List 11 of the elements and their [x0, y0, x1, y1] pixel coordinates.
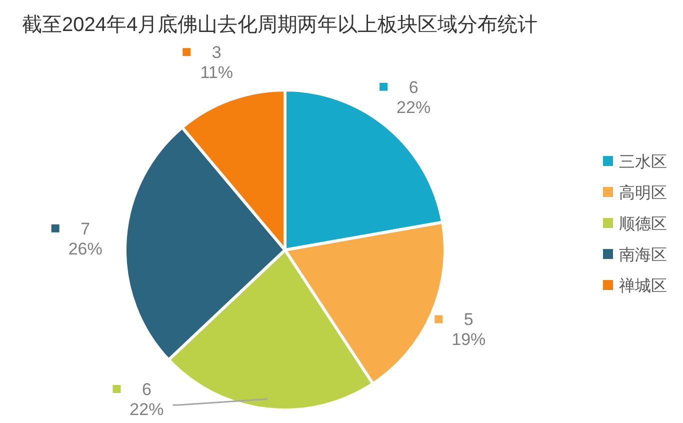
legend-label: 禅城区: [619, 277, 667, 295]
data-label: 6 22%: [396, 78, 431, 117]
title: 截至2024年4月底佛山去化周期两年以上板块区域分布统计: [22, 14, 538, 36]
data-label: 7 26%: [68, 219, 102, 258]
legend-label: 顺德区: [619, 216, 667, 233]
data-label: 3 11%: [200, 43, 233, 82]
legend-label: 三水区: [619, 153, 667, 171]
legend-label: 高明区: [619, 184, 667, 202]
data-label: 6 22%: [130, 380, 164, 419]
data-label: 5 19%: [452, 310, 486, 350]
legend-label: 南海区: [619, 246, 667, 264]
